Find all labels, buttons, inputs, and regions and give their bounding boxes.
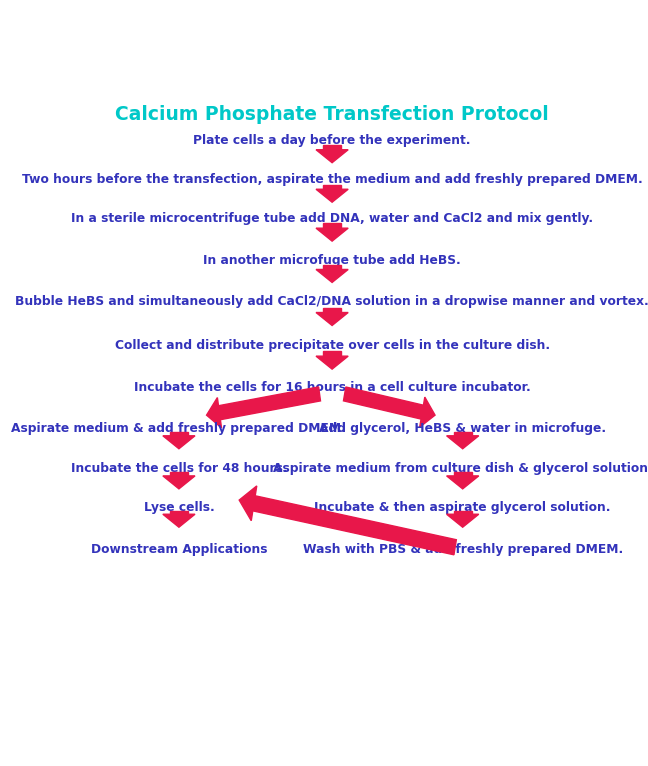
- Polygon shape: [316, 149, 348, 162]
- Text: Incubate the cells for 48 hours.: Incubate the cells for 48 hours.: [71, 463, 287, 476]
- Polygon shape: [323, 224, 341, 228]
- Text: Aspirate medium & add freshly prepared DMEM.: Aspirate medium & add freshly prepared D…: [12, 422, 347, 435]
- Text: Wash with PBS & add freshly prepared DMEM.: Wash with PBS & add freshly prepared DME…: [303, 543, 623, 556]
- Polygon shape: [323, 265, 341, 270]
- Polygon shape: [323, 308, 341, 313]
- Polygon shape: [170, 473, 188, 476]
- Polygon shape: [316, 189, 348, 202]
- Text: Two hours before the transfection, aspirate the medium and add freshly prepared : Two hours before the transfection, aspir…: [22, 173, 642, 186]
- Text: Add glycerol, HeBS & water in microfuge.: Add glycerol, HeBS & water in microfuge.: [319, 422, 607, 435]
- Text: In another microfuge tube add HeBS.: In another microfuge tube add HeBS.: [203, 254, 461, 267]
- Polygon shape: [454, 432, 472, 436]
- Text: Plate cells a day before the experiment.: Plate cells a day before the experiment.: [193, 134, 471, 147]
- Polygon shape: [253, 496, 456, 555]
- Text: Calcium Phosphate Transfection Protocol: Calcium Phosphate Transfection Protocol: [115, 105, 549, 124]
- Polygon shape: [316, 228, 348, 241]
- Text: Aspirate medium from culture dish & glycerol solution.: Aspirate medium from culture dish & glyc…: [273, 463, 648, 476]
- Text: Downstream Applications: Downstream Applications: [91, 543, 267, 556]
- Polygon shape: [343, 387, 423, 419]
- Polygon shape: [446, 476, 479, 489]
- Polygon shape: [323, 352, 341, 356]
- Polygon shape: [454, 473, 472, 476]
- Polygon shape: [170, 432, 188, 436]
- Polygon shape: [218, 387, 321, 420]
- Polygon shape: [207, 398, 222, 428]
- Polygon shape: [163, 514, 195, 527]
- Polygon shape: [446, 436, 479, 449]
- Polygon shape: [316, 356, 348, 369]
- Text: Lyse cells.: Lyse cells.: [144, 501, 214, 514]
- Polygon shape: [163, 436, 195, 449]
- Polygon shape: [316, 313, 348, 326]
- Text: Incubate the cells for 16 hours in a cell culture incubator.: Incubate the cells for 16 hours in a cel…: [133, 381, 531, 394]
- Polygon shape: [163, 476, 195, 489]
- Polygon shape: [323, 185, 341, 189]
- Polygon shape: [170, 511, 188, 514]
- Polygon shape: [323, 145, 341, 149]
- Polygon shape: [446, 514, 479, 527]
- Text: Incubate & then aspirate glycerol solution.: Incubate & then aspirate glycerol soluti…: [314, 501, 611, 514]
- Polygon shape: [316, 270, 348, 283]
- Polygon shape: [239, 486, 257, 521]
- Text: Bubble HeBS and simultaneously add CaCl2/DNA solution in a dropwise manner and v: Bubble HeBS and simultaneously add CaCl2…: [15, 296, 648, 309]
- Polygon shape: [454, 511, 472, 514]
- Text: Collect and distribute precipitate over cells in the culture dish.: Collect and distribute precipitate over …: [115, 339, 550, 352]
- Text: In a sterile microcentrifuge tube add DNA, water and CaCl2 and mix gently.: In a sterile microcentrifuge tube add DN…: [71, 212, 593, 225]
- Polygon shape: [420, 397, 435, 427]
